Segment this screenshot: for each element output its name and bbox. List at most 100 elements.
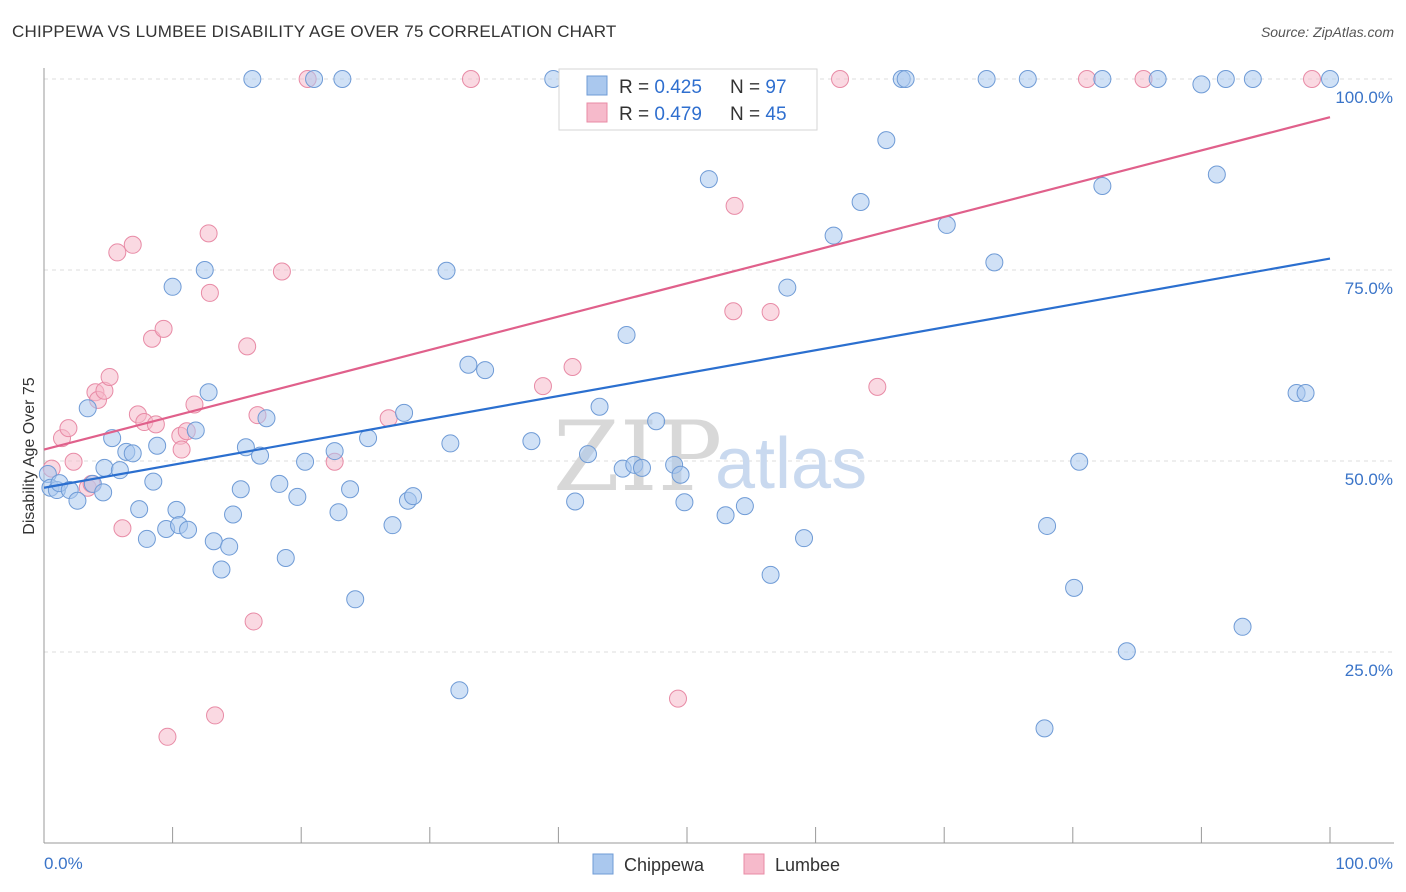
watermark: ZIP atlas	[553, 401, 867, 513]
chippewa-n-value: 97	[765, 77, 786, 98]
x-tick-label-max: 100.0%	[1335, 854, 1393, 873]
chart-title: CHIPPEWA VS LUMBEE DISABILITY AGE OVER 7…	[12, 22, 617, 41]
lumbee-point-38	[725, 196, 744, 215]
chippewa-point-36	[276, 549, 295, 568]
chippewa-point-63	[632, 458, 651, 477]
bottom-legend-lumbee-label: Lumbee	[775, 855, 840, 875]
lumbee-point-24	[200, 283, 219, 302]
chippewa-point-44	[346, 590, 365, 609]
lumbee-point-37	[724, 302, 743, 321]
chippewa-point-9	[95, 458, 114, 477]
lumbee-point-36	[668, 689, 687, 708]
lumbee-r-label: R =	[619, 104, 649, 125]
chippewa-point-84	[1038, 516, 1057, 535]
chippewa-point-70	[735, 497, 754, 516]
chippewa-point-28	[220, 537, 239, 556]
chippewa-point-97	[1296, 384, 1315, 403]
lumbee-point-15	[143, 329, 162, 348]
y-tick-label-50: 50.0%	[1345, 470, 1393, 489]
lumbee-n-label: N =	[730, 104, 760, 125]
chippewa-point-5	[68, 491, 87, 510]
chippewa-point-75	[851, 193, 870, 212]
y-axis-title: Disability Age Over 75	[21, 377, 38, 535]
lumbee-point-34	[533, 377, 552, 396]
lumbee-trend-line	[43, 116, 1331, 451]
chippewa-point-26	[204, 532, 223, 551]
y-tick-label-25: 25.0%	[1345, 661, 1393, 680]
chippewa-point-80	[977, 70, 996, 88]
y-tick-labels: 25.0% 50.0% 75.0% 100.0%	[1335, 88, 1393, 680]
chippewa-point-61	[617, 325, 636, 344]
chippewa-point-55	[522, 432, 541, 451]
svg-text:N = 97: N = 97	[730, 77, 787, 98]
svg-text:N = 45: N = 45	[730, 104, 787, 125]
bottom-legend-chippewa-label: Chippewa	[624, 855, 705, 875]
chippewa-point-90	[1148, 70, 1167, 88]
chippewa-point-47	[395, 403, 414, 422]
chippewa-point-40	[325, 442, 344, 461]
chippewa-point-49	[404, 487, 423, 506]
chippewa-point-41	[329, 503, 348, 522]
chippewa-point-15	[137, 529, 156, 548]
chippewa-point-51	[441, 434, 460, 453]
lumbee-point-41	[868, 377, 887, 396]
chippewa-point-34	[257, 409, 276, 428]
chippewa-point-98	[1321, 70, 1339, 88]
lumbee-point-9	[100, 367, 119, 386]
lumbee-point-18	[158, 727, 177, 746]
chippewa-r-value: 0.425	[654, 77, 702, 98]
lumbee-point-39	[761, 303, 780, 322]
chart-source: Source: ZipAtlas.com	[1260, 24, 1394, 40]
lumbee-point-35	[563, 358, 582, 377]
y-tick-label-100: 100.0%	[1335, 88, 1393, 107]
chippewa-point-92	[1207, 165, 1226, 184]
bottom-legend: Chippewa Lumbee	[592, 853, 840, 875]
chippewa-n-label: N =	[730, 77, 760, 98]
chippewa-point-32	[243, 70, 262, 88]
chippewa-point-85	[1065, 578, 1084, 597]
chippewa-point-20	[167, 500, 186, 519]
chippewa-point-23	[186, 421, 205, 440]
chippewa-point-81	[985, 253, 1004, 272]
lumbee-point-26	[238, 337, 257, 356]
lumbee-point-12	[123, 235, 142, 254]
chippewa-point-69	[716, 506, 735, 525]
chippewa-point-68	[699, 170, 718, 189]
chippewa-point-87	[1093, 70, 1112, 88]
chippewa-point-88	[1093, 176, 1112, 195]
chippewa-point-76	[877, 131, 896, 150]
chippewa-point-58	[578, 445, 597, 464]
svg-text:R = 0.425: R = 0.425	[619, 77, 702, 98]
chippewa-point-13	[123, 444, 142, 463]
chippewa-point-74	[824, 226, 843, 245]
chippewa-point-79	[937, 215, 956, 234]
chippewa-point-22	[179, 520, 198, 539]
chippewa-legend-swatch	[586, 75, 608, 96]
chippewa-point-83	[1035, 719, 1054, 738]
chippewa-trend-line	[43, 257, 1331, 489]
chippewa-point-29	[224, 505, 243, 524]
chippewa-point-46	[383, 516, 402, 535]
chippewa-point-53	[459, 355, 478, 374]
svg-text:R = 0.479: R = 0.479	[619, 104, 702, 125]
chippewa-point-35	[270, 474, 289, 493]
chippewa-point-38	[296, 452, 315, 471]
lumbee-r-value: 0.479	[654, 104, 702, 125]
lumbee-point-42	[1077, 70, 1096, 88]
chippewa-point-16	[144, 472, 163, 491]
chippewa-point-89	[1117, 642, 1136, 661]
chippewa-point-39	[305, 70, 324, 88]
chippewa-point-64	[647, 412, 666, 431]
lumbee-point-2	[59, 419, 78, 438]
chippewa-point-30	[231, 480, 250, 499]
lumbee-n-value: 45	[765, 104, 786, 125]
x-tick-label-min: 0.0%	[44, 854, 83, 873]
lumbee-point-10	[108, 243, 127, 262]
chippewa-point-42	[333, 70, 352, 88]
lumbee-point-17	[154, 319, 173, 338]
lumbee-point-29	[272, 262, 291, 281]
lumbee-legend-swatch	[586, 102, 608, 123]
lumbee-point-3	[64, 452, 83, 471]
stats-legend: R = 0.425 N = 97 R = 0.479 N = 45	[558, 68, 818, 131]
